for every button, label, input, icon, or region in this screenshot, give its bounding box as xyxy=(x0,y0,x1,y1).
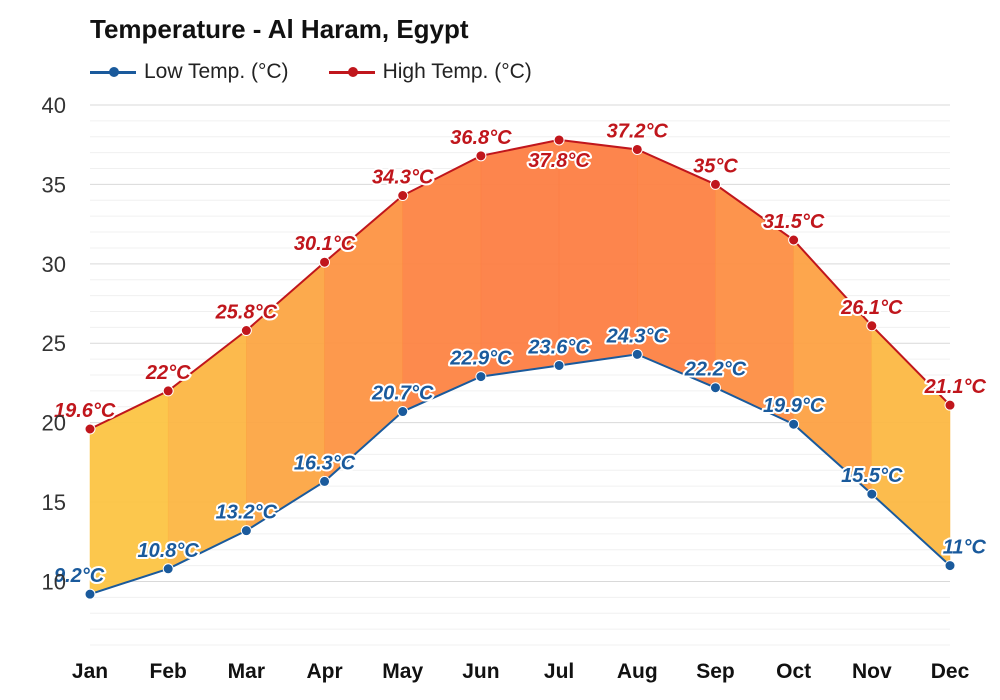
low-temp-point xyxy=(788,418,800,430)
high-temp-point xyxy=(397,190,409,202)
low-temp-label: 10.8°C xyxy=(137,540,199,562)
high-temp-point xyxy=(162,385,174,397)
x-tick-label: May xyxy=(382,660,423,683)
x-tick-label: Oct xyxy=(776,660,811,683)
low-temp-point xyxy=(397,406,409,418)
low-temp-label: 20.7°C xyxy=(371,383,434,405)
low-temp-point xyxy=(475,371,487,383)
legend-low-marker xyxy=(90,66,136,77)
range-fill-segment xyxy=(793,239,873,495)
x-tick-label: Sep xyxy=(696,660,735,683)
x-tick-label: Feb xyxy=(150,660,187,683)
high-temp-point xyxy=(475,150,487,162)
low-temp-label: 16.3°C xyxy=(294,452,356,474)
x-tick-label: Apr xyxy=(306,660,342,683)
low-temp-label: 22.9°C xyxy=(449,348,512,370)
low-temp-label: 13.2°C xyxy=(216,502,278,524)
low-temp-point xyxy=(944,560,956,572)
series-lines xyxy=(89,138,951,596)
low-temp-label: 22.2°C xyxy=(684,359,747,381)
legend-high-marker xyxy=(328,66,375,77)
high-temp-label: 36.8°C xyxy=(450,127,512,149)
low-temp-label: 15.5°C xyxy=(841,465,903,487)
x-tick-label: Dec xyxy=(931,660,970,683)
high-temp-label: 19.6°C xyxy=(54,400,116,422)
range-fill-segment xyxy=(402,155,482,412)
high-temp-point xyxy=(553,134,565,146)
y-tick-label: 35 xyxy=(42,172,66,197)
low-temp-label: 9.2°C xyxy=(54,565,105,587)
chart-title: Temperature - Al Haram, Egypt xyxy=(90,14,469,44)
high-temp-label: 31.5°C xyxy=(763,211,825,233)
data-labels: 19.6°C 22°C 25.8°C 30.1°C 34.3°C 36.8°C 37.8°C… xyxy=(52,118,989,589)
low-temp-point xyxy=(162,563,174,575)
low-temp-point xyxy=(84,588,96,600)
high-temp-point xyxy=(788,234,800,246)
high-temp-line xyxy=(89,138,951,430)
legend-item-high[interactable]: High Temp. (°C) xyxy=(328,60,532,84)
y-tick-label: 40 xyxy=(42,93,66,118)
range-fill-segment xyxy=(637,149,716,389)
x-tick-label: Jun xyxy=(462,660,499,683)
high-temp-label: 34.3°C xyxy=(372,167,434,189)
high-temp-label: 22°C xyxy=(145,362,191,384)
x-tick-label: Aug xyxy=(617,660,658,683)
high-temp-point xyxy=(709,178,721,190)
low-temp-point xyxy=(240,525,252,537)
x-tick-label: Jul xyxy=(544,660,574,683)
legend: Low Temp. (°C) High Temp. (°C) xyxy=(90,60,532,84)
high-temp-point xyxy=(944,399,956,411)
low-temp-label: 23.6°C xyxy=(527,336,590,358)
data-points xyxy=(84,134,956,600)
range-fill xyxy=(89,139,951,595)
low-temp-label: 19.9°C xyxy=(763,395,825,417)
low-temp-point xyxy=(553,359,565,371)
high-temp-point xyxy=(319,256,331,268)
low-temp-label: 24.3°C xyxy=(606,325,669,347)
y-tick-label: 20 xyxy=(42,411,66,436)
high-temp-label: 37.2°C xyxy=(607,120,669,142)
high-temp-label: 26.1°C xyxy=(840,297,903,319)
low-temp-point xyxy=(631,348,643,360)
high-temp-label: 21.1°C xyxy=(924,376,987,398)
legend-high-label: High Temp. (°C) xyxy=(382,60,532,83)
low-temp-point xyxy=(319,475,331,487)
high-temp-label: 30.1°C xyxy=(294,233,356,255)
y-tick-label: 10 xyxy=(42,569,66,594)
x-tick-label: Jan xyxy=(72,660,108,683)
high-temp-label: 25.8°C xyxy=(215,302,278,324)
high-temp-point xyxy=(866,320,878,332)
legend-low-label: Low Temp. (°C) xyxy=(144,60,289,83)
low-temp-point xyxy=(709,382,721,394)
x-tick-label: Nov xyxy=(852,660,892,683)
high-temp-point xyxy=(240,325,252,337)
high-temp-point xyxy=(84,423,96,435)
axis-labels: 10 15 20 25 30 35 40 Jan Feb Mar Apr May Jun Jul Aug Se… xyxy=(42,93,970,683)
low-temp-point xyxy=(866,488,878,500)
y-tick-label: 30 xyxy=(42,252,66,277)
y-tick-label: 25 xyxy=(42,331,66,356)
legend-item-low[interactable]: Low Temp. (°C) xyxy=(90,60,289,84)
low-temp-label: 11°C xyxy=(943,537,987,559)
high-temp-point xyxy=(631,143,643,155)
high-temp-label: 37.8°C xyxy=(528,150,590,172)
high-temp-label: 35°C xyxy=(693,155,738,177)
x-tick-label: Mar xyxy=(228,660,265,683)
low-temp-line xyxy=(89,353,951,596)
y-tick-label: 15 xyxy=(42,490,66,515)
